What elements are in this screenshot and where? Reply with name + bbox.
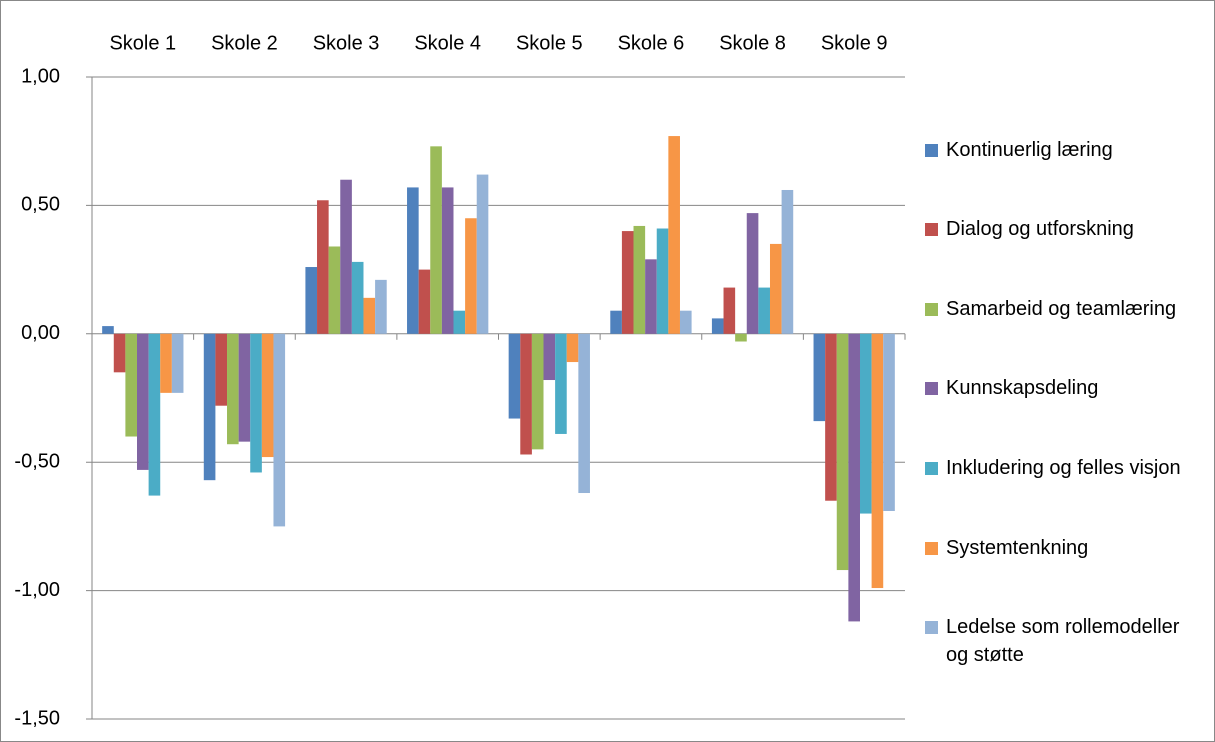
bar [848, 333, 860, 622]
y-tick-label: -1,00 [14, 579, 60, 601]
bar [407, 187, 419, 334]
bar [825, 333, 837, 501]
legend-swatch [925, 621, 938, 635]
legend-swatch [925, 462, 938, 476]
bar [555, 333, 567, 434]
bar [273, 333, 286, 527]
bar [656, 228, 669, 334]
bar [430, 146, 442, 334]
legend-label: Ledelse som rollemodeller og støtte [946, 616, 1180, 667]
x-tick-label: Skole 5 [516, 32, 583, 54]
bar [375, 279, 387, 334]
bar [566, 333, 579, 363]
bar [508, 333, 521, 419]
bar [758, 287, 770, 334]
bar [746, 213, 759, 334]
bar [328, 246, 341, 334]
bar [453, 310, 466, 334]
legend-label: Kontinuerlig læring [946, 138, 1113, 161]
x-tick-label: Skole 3 [313, 32, 380, 54]
bar [633, 225, 646, 334]
bar [441, 187, 454, 334]
y-tick-label: -0,50 [14, 450, 60, 472]
legend-item: Kunnskapsdeling [925, 374, 1205, 402]
bar [340, 179, 352, 334]
bar [125, 333, 138, 437]
legend-swatch [925, 382, 938, 396]
bar [610, 310, 622, 334]
legend-swatch [925, 143, 938, 157]
bar [215, 333, 228, 406]
legend-item: Inkludering og felles visjon [925, 454, 1205, 482]
legend-label: Kunnskapsdeling [946, 377, 1099, 400]
bar [781, 189, 794, 334]
y-tick-label: 1,00 [21, 65, 60, 87]
bar [227, 333, 239, 445]
bar [679, 310, 692, 334]
bar [711, 318, 724, 334]
bar [238, 333, 251, 442]
legend-label: Inkludering og felles visjon [946, 457, 1181, 480]
bar [317, 200, 329, 334]
bar [351, 261, 364, 334]
legend-swatch [925, 541, 938, 555]
bar [883, 333, 895, 511]
bar [621, 231, 634, 334]
bar [859, 333, 872, 514]
bar [735, 333, 747, 342]
legend-label: Dialog og utforskning [946, 218, 1134, 241]
legend-item: Systemtenkning [925, 534, 1205, 562]
legend-label: Systemtenkning [946, 536, 1089, 559]
legend: Kontinuerlig læring Dialog og utforskning… [925, 110, 1205, 695]
bar [578, 333, 590, 494]
legend-swatch [925, 223, 938, 237]
y-tick-label: 0,50 [21, 194, 60, 216]
legend-item: Kontinuerlig læring [925, 136, 1205, 164]
bar [363, 297, 376, 334]
legend-label: Samarbeid og teamlæring [946, 297, 1177, 320]
x-tick-label: Skole 1 [109, 32, 176, 54]
legend-item: Ledelse som rollemodeller og støtte [925, 613, 1205, 669]
bar [148, 333, 161, 496]
bar [520, 333, 532, 455]
legend-item: Dialog og utforskning [925, 215, 1205, 243]
x-tick-label: Skole 8 [719, 32, 786, 54]
legend-swatch [925, 302, 938, 316]
bar [531, 333, 544, 450]
x-tick-label: Skole 9 [821, 32, 888, 54]
bar [871, 333, 884, 589]
bar [203, 333, 216, 481]
x-tick-label: Skole 2 [211, 32, 278, 54]
bar [476, 174, 489, 334]
bar [668, 136, 680, 334]
bar [137, 333, 149, 470]
bar [250, 333, 262, 473]
bar [102, 326, 114, 334]
x-tick-label: Skole 4 [414, 32, 481, 54]
legend-item: Samarbeid og teamlæring [925, 295, 1205, 323]
bar [418, 269, 431, 334]
bar [813, 333, 826, 422]
bar [836, 333, 849, 571]
bar [769, 243, 782, 334]
y-tick-label: 0,00 [21, 322, 60, 344]
x-tick-label: Skole 6 [618, 32, 685, 54]
bar [645, 259, 657, 334]
bar [113, 333, 126, 373]
bar [171, 333, 184, 393]
bar [261, 333, 274, 458]
bar [723, 287, 736, 334]
bar [160, 333, 172, 393]
bar [543, 333, 556, 381]
y-tick-label: -1,50 [14, 707, 60, 729]
bar [305, 267, 318, 334]
bar [465, 218, 477, 334]
